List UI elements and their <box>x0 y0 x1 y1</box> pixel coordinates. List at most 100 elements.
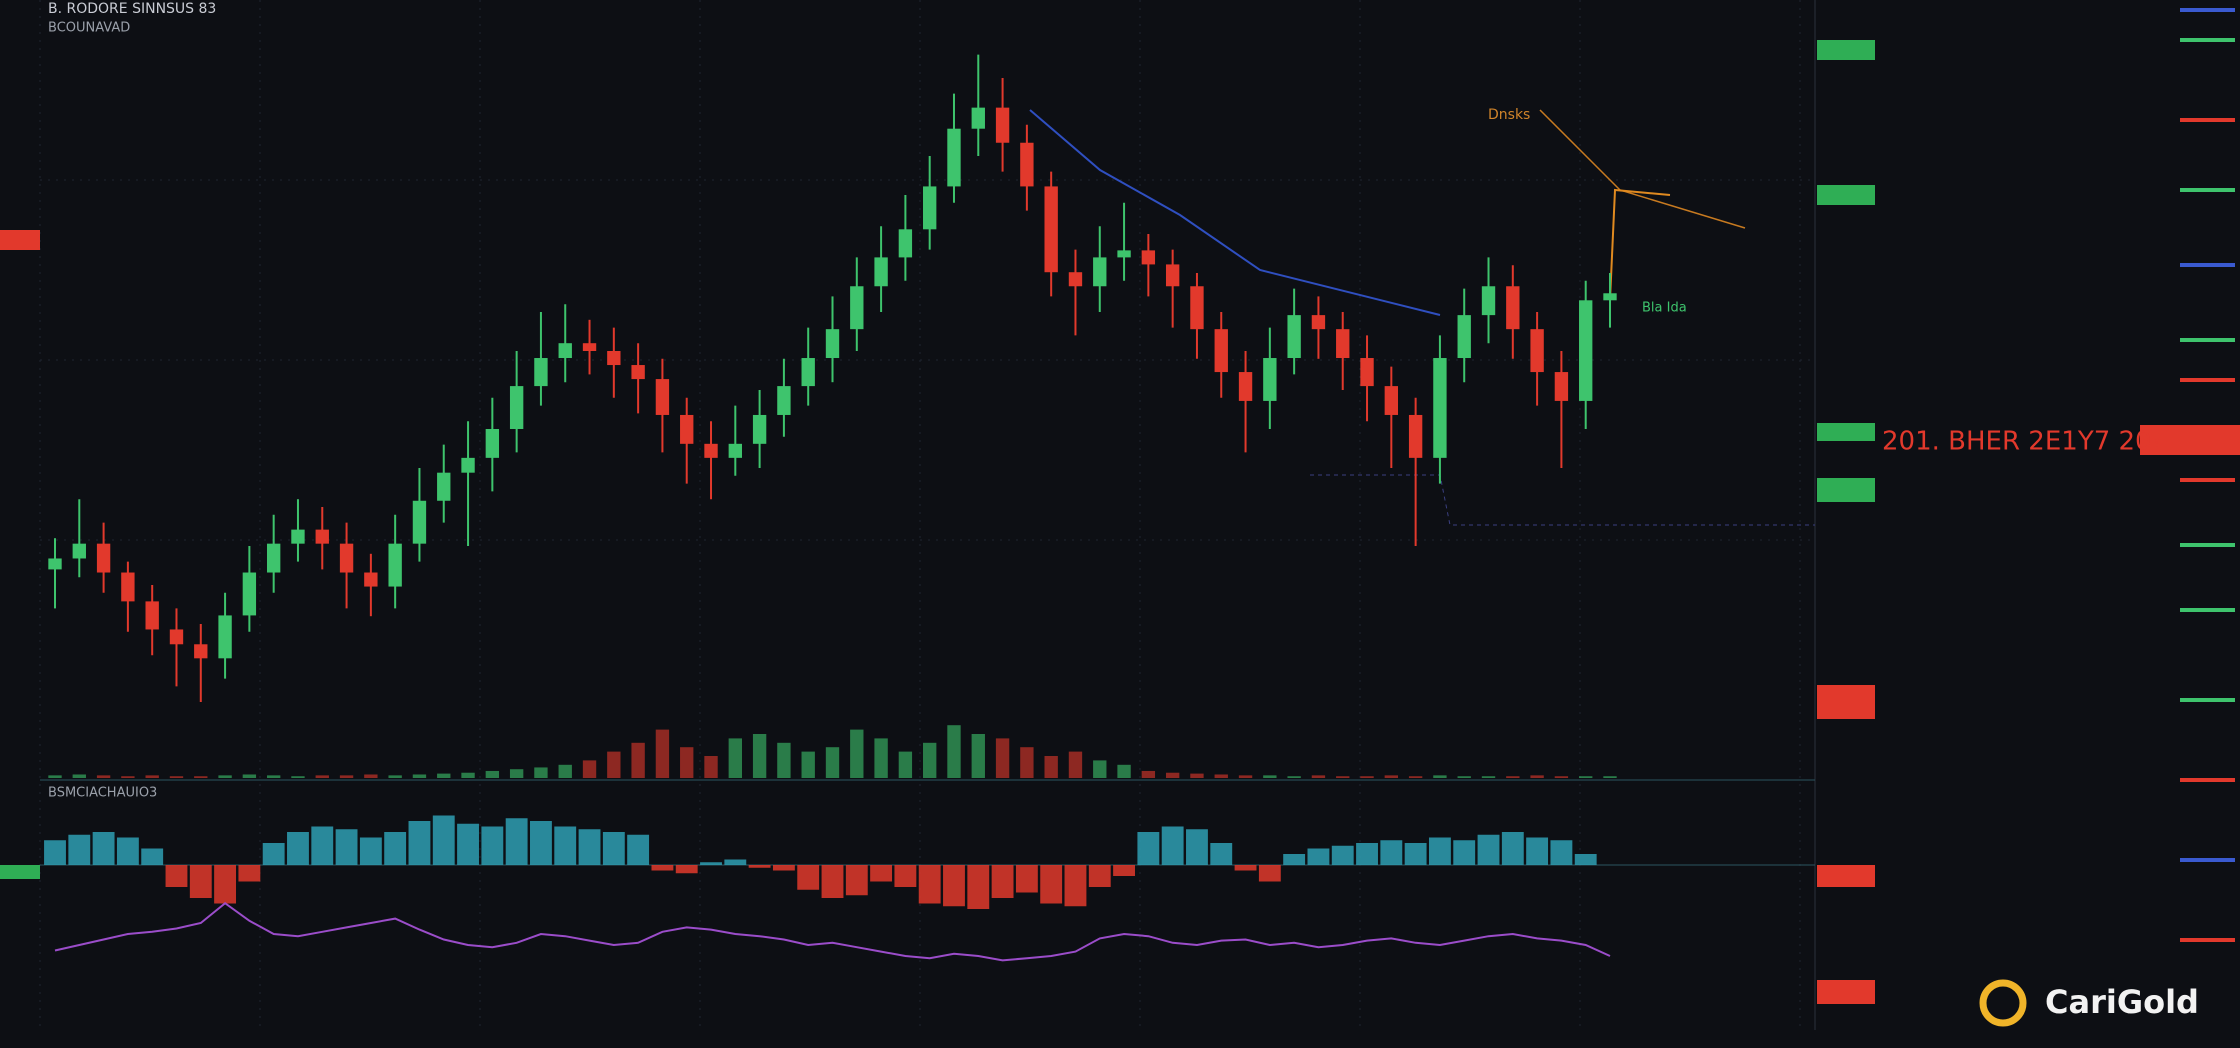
histogram-bar <box>481 826 504 865</box>
candle-body <box>1068 272 1083 287</box>
indicator-line <box>54 901 1611 962</box>
candle-body <box>145 601 159 630</box>
histogram-bar <box>68 834 91 865</box>
candle-body <box>534 358 548 387</box>
histogram-bar <box>772 865 795 871</box>
volume-bar <box>315 775 329 778</box>
candle-body <box>1263 358 1277 401</box>
trend-lines <box>1029 109 1815 526</box>
candle-body <box>1408 414 1423 458</box>
histogram-bar <box>1307 848 1330 865</box>
volume-bar <box>169 776 184 778</box>
volume-bar <box>242 774 257 778</box>
candle-body <box>1360 358 1374 387</box>
volume-bar <box>995 738 1010 778</box>
side-list <box>2180 8 2235 942</box>
histogram-bar <box>724 859 747 865</box>
candle-body <box>655 379 670 415</box>
candle-body <box>995 107 1010 143</box>
histogram-bar <box>1331 845 1354 865</box>
volume-bar <box>680 747 694 778</box>
histogram-bar <box>141 848 164 865</box>
candle-body <box>1311 315 1326 330</box>
candle-body <box>1020 142 1034 187</box>
volume-bar <box>461 772 475 778</box>
candle-body <box>437 472 451 501</box>
candle-body <box>752 414 767 444</box>
candle-body <box>898 229 913 258</box>
volume-bar <box>1190 773 1204 778</box>
volume-bar <box>194 776 208 778</box>
chart-title: B. RODORE SINNSUS 83 <box>48 1 216 17</box>
histogram-bar <box>991 865 1014 898</box>
histogram-bar <box>967 865 990 909</box>
candle-body <box>315 529 329 544</box>
histogram-bar <box>1574 854 1597 865</box>
candle-body <box>461 457 475 473</box>
candle-body <box>1336 329 1350 359</box>
volume-bar <box>437 773 451 778</box>
volume-bar <box>1117 764 1131 778</box>
histogram-bar <box>943 865 965 907</box>
volume-bar <box>1481 776 1496 778</box>
volume-bar <box>1457 776 1471 778</box>
candle-body <box>680 414 694 444</box>
volume-bar <box>1093 760 1107 778</box>
candle-body <box>1554 372 1569 401</box>
volume-bar <box>582 760 597 778</box>
volume-bar <box>266 775 281 778</box>
volume-bar <box>1263 775 1277 778</box>
candle-body <box>1165 264 1180 287</box>
candle-body <box>704 443 718 458</box>
logo: CariGold <box>1979 979 2199 1027</box>
volume-bar <box>1554 776 1569 778</box>
candle-body <box>1117 250 1131 258</box>
histogram-bar <box>918 865 941 904</box>
histogram-bar <box>1526 837 1549 865</box>
histogram-bar <box>189 865 212 898</box>
candle-body <box>169 629 184 645</box>
volume-bar <box>1579 776 1593 778</box>
histogram-bar <box>1088 865 1111 887</box>
volume-bar <box>145 775 159 778</box>
volume-bar <box>728 738 742 778</box>
volume-bar <box>1238 775 1253 778</box>
histogram-bar <box>1356 843 1378 865</box>
histogram-bar <box>627 834 650 865</box>
histogram-bar <box>408 821 431 865</box>
histogram-bar <box>700 862 722 865</box>
candle-body <box>1506 286 1520 330</box>
volume-bar <box>364 774 378 778</box>
histogram-bar <box>602 832 625 865</box>
volume-bar <box>1068 751 1083 778</box>
candle-body <box>947 128 961 187</box>
volume-bar <box>898 751 913 778</box>
volume-bar <box>1506 776 1520 778</box>
volume-bar <box>1044 756 1058 778</box>
logo-text: CariGold <box>2045 983 2199 1021</box>
histogram-bar <box>1040 865 1063 904</box>
volume-bar <box>534 767 548 778</box>
candle-body <box>121 572 135 602</box>
candle-body <box>582 343 597 351</box>
volume-bar <box>388 775 402 778</box>
candle-body <box>1287 315 1301 359</box>
volume-bar <box>1141 770 1156 778</box>
histogram-bar <box>311 826 334 865</box>
candle-body <box>1603 293 1617 301</box>
histogram-bar <box>457 823 479 865</box>
histogram-bar <box>797 865 820 890</box>
volume-bar <box>874 738 888 778</box>
histogram-bar <box>1550 840 1573 865</box>
volume-bar <box>218 775 232 778</box>
candle-body <box>509 386 524 429</box>
chart-subtitle: BCOUNAVAD <box>48 21 130 36</box>
candle-body <box>1384 386 1399 415</box>
volume-bar <box>48 775 62 778</box>
volume-bar <box>1165 772 1180 778</box>
axis-badges <box>0 40 2240 1004</box>
histogram-bar <box>359 837 382 865</box>
volume-bar <box>631 742 645 778</box>
